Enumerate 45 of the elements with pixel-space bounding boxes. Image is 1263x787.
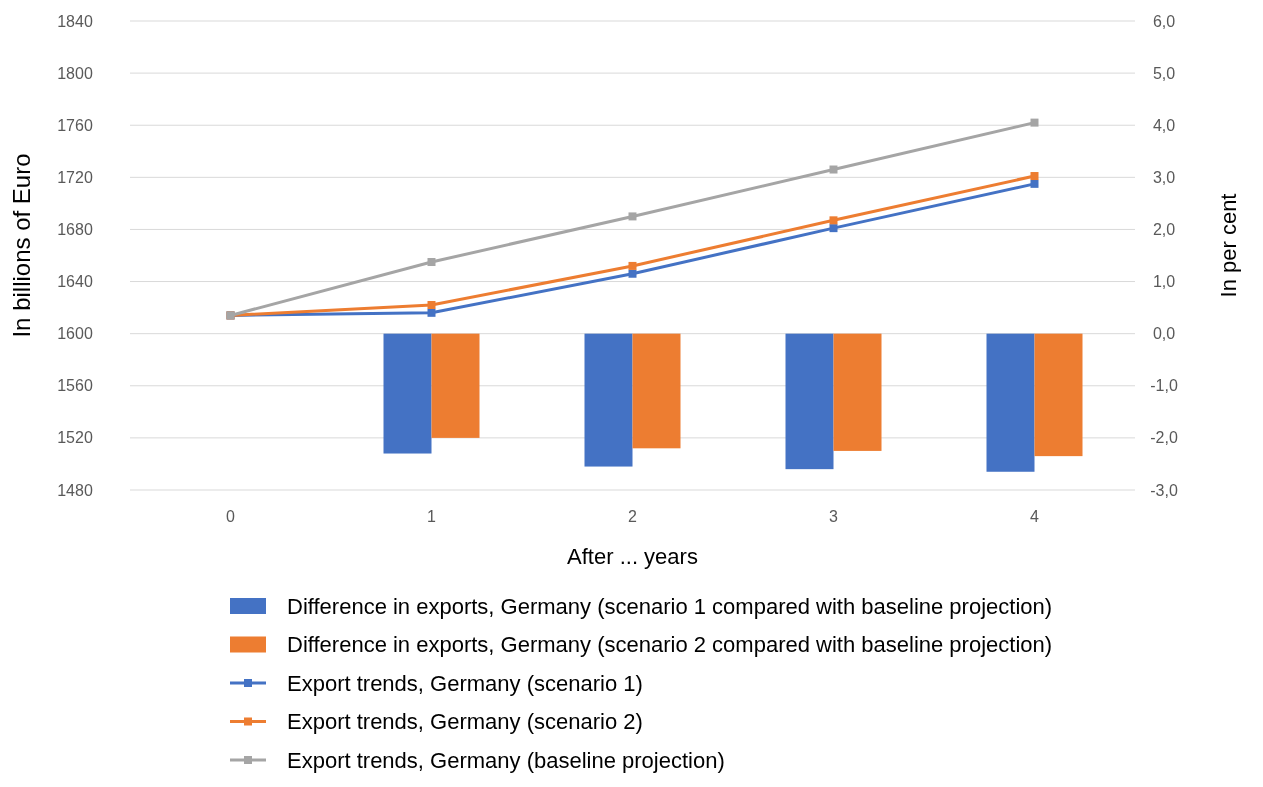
legend-label: Export trends, Germany (scenario 1): [287, 670, 643, 696]
point: [1030, 172, 1039, 181]
y-tick-label: 1600: [57, 325, 93, 343]
x-axis-title: After ... years: [567, 544, 698, 569]
y-tick-label: 1520: [57, 429, 93, 447]
point: [829, 224, 838, 233]
point: [829, 165, 838, 174]
y-tick-label: 1800: [57, 64, 93, 82]
point: [628, 269, 637, 278]
y-tick-label: 1720: [57, 168, 93, 186]
point: [628, 261, 637, 270]
x-tick-label: 4: [1030, 508, 1040, 525]
y-tick-label: 1680: [57, 221, 93, 239]
legend-label: Difference in exports, Germany (scenario 2 compared with baseline projection): [287, 632, 1053, 658]
y-tick-label: 1560: [57, 377, 93, 395]
y2-tick-label: 3,0: [1152, 168, 1176, 186]
point: [1030, 179, 1039, 188]
y2-tick-label: -2,0: [1150, 429, 1178, 447]
point: [829, 216, 838, 225]
y2-tick-label: 2,0: [1152, 221, 1176, 239]
y2-tick-label: 0,0: [1152, 325, 1176, 343]
y-axis-title: In billions of Euro: [8, 153, 35, 338]
x-tick-label: 1: [427, 508, 437, 525]
legend-label: Difference in exports, Germany (scenario 1 compared with baseline projection): [287, 593, 1053, 619]
x-tick-label: 3: [829, 508, 839, 525]
y2-axis-title: In per cent: [1216, 193, 1241, 298]
y2-tick-label: 4,0: [1152, 116, 1176, 134]
y2-tick-label: -1,0: [1150, 377, 1178, 395]
x-tick-label: 0: [226, 508, 236, 525]
point: [427, 258, 436, 267]
y-tick-label: 1760: [57, 116, 93, 134]
y-tick-label: 1640: [57, 273, 93, 291]
point: [1030, 118, 1039, 127]
legend-label: Export trends, Germany (baseline projection): [287, 747, 725, 773]
point: [628, 212, 637, 221]
point: [427, 308, 436, 317]
y2-tick-label: -3,0: [1150, 481, 1178, 499]
y-tick-label: 1480: [57, 481, 93, 499]
x-tick-label: 2: [628, 508, 638, 525]
y2-tick-label: 1,0: [1152, 273, 1176, 291]
y2-tick-label: 5,0: [1152, 64, 1176, 82]
y2-tick-label: 6,0: [1152, 12, 1176, 30]
legend-label: Export trends, Germany (scenario 2): [287, 709, 643, 735]
y-tick-label: 1840: [57, 12, 93, 30]
point: [427, 301, 436, 310]
